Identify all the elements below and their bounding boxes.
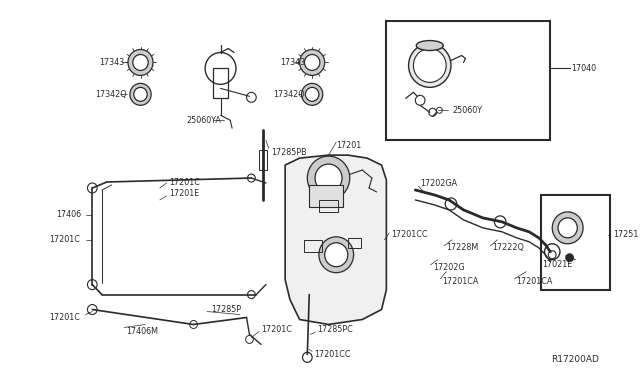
Text: 25060YA: 25060YA <box>187 116 221 125</box>
Text: 17342Q: 17342Q <box>273 90 305 99</box>
Text: 17201CC: 17201CC <box>314 350 351 359</box>
Text: 17202G: 17202G <box>433 263 464 272</box>
Circle shape <box>558 218 577 238</box>
Text: 17285PC: 17285PC <box>317 325 353 334</box>
Text: 25060Y: 25060Y <box>452 106 482 115</box>
Circle shape <box>130 83 151 105</box>
Circle shape <box>300 49 324 76</box>
Circle shape <box>324 243 348 267</box>
Text: 17201: 17201 <box>336 141 362 150</box>
Circle shape <box>315 164 342 192</box>
Text: 17342Q: 17342Q <box>95 90 127 99</box>
Text: 17201E: 17201E <box>170 189 200 199</box>
Circle shape <box>128 49 153 76</box>
Bar <box>387 20 550 140</box>
Bar <box>259 150 267 170</box>
Ellipse shape <box>416 41 444 51</box>
Bar <box>319 200 338 212</box>
Bar <box>309 185 343 207</box>
Text: 17285P: 17285P <box>211 305 241 314</box>
Circle shape <box>408 44 451 87</box>
Bar <box>541 195 610 290</box>
Circle shape <box>552 212 583 244</box>
Text: 17201CA: 17201CA <box>516 277 553 286</box>
Text: 17040: 17040 <box>572 64 596 73</box>
Text: 17222Q: 17222Q <box>492 243 524 252</box>
Text: 17201C: 17201C <box>261 325 292 334</box>
Circle shape <box>307 156 349 200</box>
Bar <box>348 238 362 248</box>
Text: 17228M: 17228M <box>446 243 479 252</box>
Text: 17251: 17251 <box>613 230 638 239</box>
Circle shape <box>319 237 354 273</box>
Circle shape <box>132 54 148 70</box>
Circle shape <box>305 87 319 101</box>
Circle shape <box>305 54 320 70</box>
Text: 17202GA: 17202GA <box>420 179 457 187</box>
Bar <box>213 68 228 98</box>
Text: 17201C: 17201C <box>49 235 80 244</box>
Polygon shape <box>285 155 387 324</box>
Text: 17201C: 17201C <box>49 313 80 322</box>
Text: 17343: 17343 <box>280 58 305 67</box>
Text: 17201C: 17201C <box>170 177 200 186</box>
Text: 17201CC: 17201CC <box>391 230 428 239</box>
Text: 17343: 17343 <box>99 58 124 67</box>
Circle shape <box>134 87 147 101</box>
Circle shape <box>413 48 446 82</box>
Bar <box>305 240 322 252</box>
Text: 17201CA: 17201CA <box>442 277 479 286</box>
Text: R17200AD: R17200AD <box>550 355 598 364</box>
Text: 17406M: 17406M <box>126 327 158 336</box>
Text: 17021E: 17021E <box>543 260 573 269</box>
Circle shape <box>301 83 323 105</box>
Text: 17285PB: 17285PB <box>271 148 307 157</box>
Text: 17406: 17406 <box>56 211 82 219</box>
Circle shape <box>566 254 573 262</box>
